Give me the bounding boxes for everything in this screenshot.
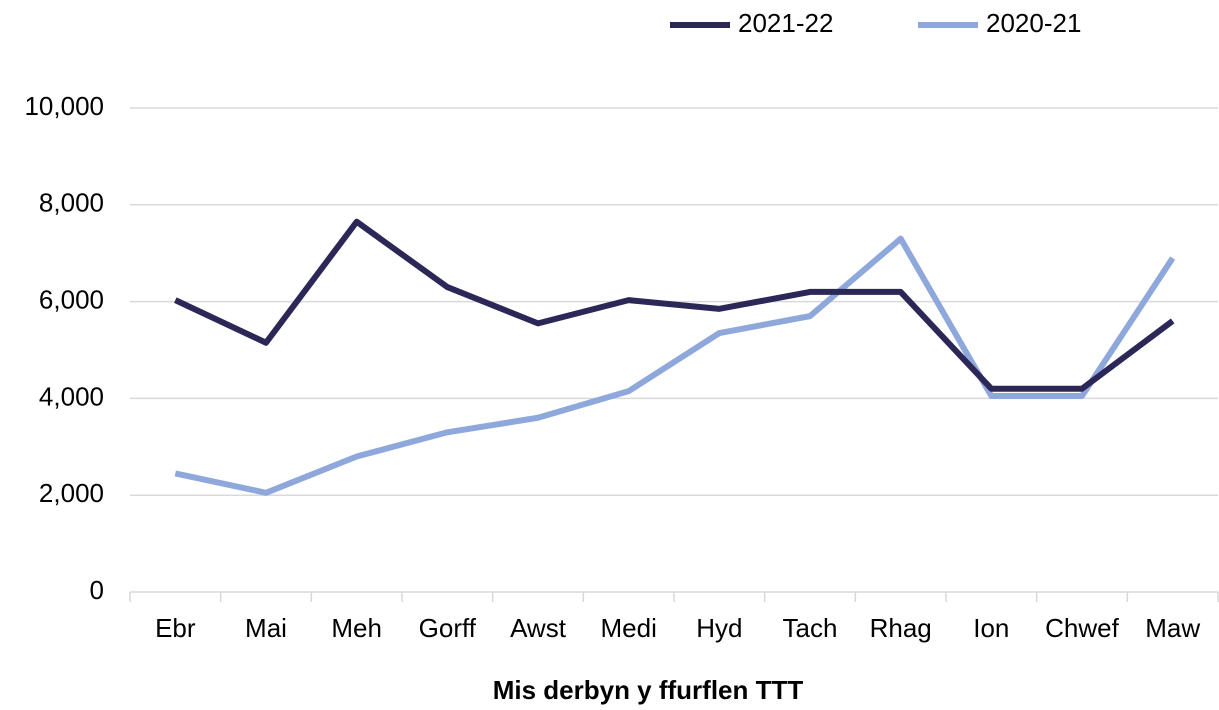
legend-label: 2020-21: [986, 8, 1081, 38]
y-tick-label: 6,000: [39, 284, 104, 314]
x-tick-label: Awst: [510, 613, 567, 643]
y-tick-label: 10,000: [24, 91, 104, 121]
y-tick-label: 8,000: [39, 188, 104, 218]
x-tick-label: Hyd: [696, 613, 742, 643]
x-tick-label: Rhag: [870, 613, 932, 643]
y-tick-label: 0: [90, 575, 104, 605]
y-tick-label: 4,000: [39, 381, 104, 411]
x-tick-label: Ion: [973, 613, 1009, 643]
series-line: [174, 235, 1176, 496]
x-tick-label: Chwef: [1045, 613, 1119, 643]
x-tick-label: Medi: [600, 613, 656, 643]
series-line: [174, 218, 1175, 392]
legend-label: 2021-22: [738, 8, 833, 38]
x-tick-label: Maw: [1145, 613, 1200, 643]
y-tick-label: 2,000: [39, 478, 104, 508]
x-axis-label: Mis derbyn y ffurflen TTT: [493, 675, 804, 705]
x-tick-label: Tach: [783, 613, 838, 643]
x-tick-label: Gorff: [419, 613, 477, 643]
x-tick-label: Ebr: [155, 613, 196, 643]
x-tick-label: Meh: [331, 613, 382, 643]
x-tick-label: Mai: [245, 613, 287, 643]
